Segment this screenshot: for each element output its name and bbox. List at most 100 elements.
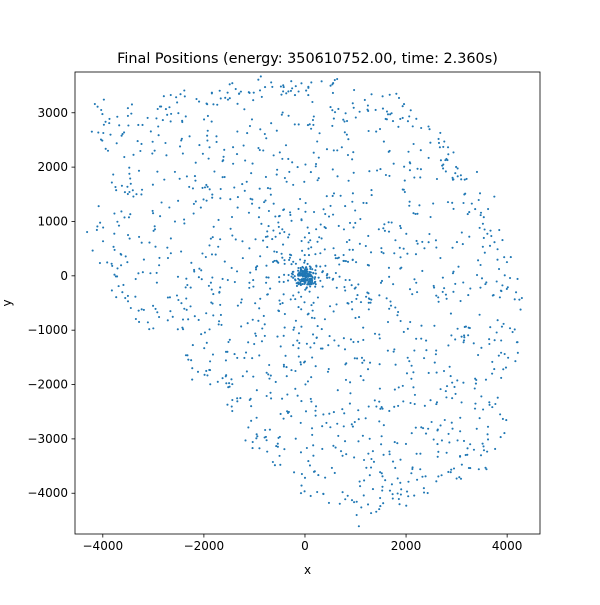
data-point [297, 90, 300, 93]
data-point [332, 444, 335, 447]
data-point [232, 162, 235, 165]
data-point [255, 389, 258, 392]
data-point [365, 295, 368, 298]
data-point [495, 331, 498, 334]
data-point [399, 458, 402, 461]
data-point [454, 172, 457, 175]
data-point [319, 265, 322, 268]
data-point [245, 370, 248, 373]
data-point [480, 395, 483, 398]
data-point [390, 221, 393, 224]
data-point [329, 106, 332, 109]
data-point [257, 216, 261, 219]
data-point [300, 484, 303, 487]
data-point [499, 436, 502, 439]
data-point [369, 466, 373, 469]
data-point [267, 276, 270, 279]
data-point [100, 108, 103, 112]
data-point [360, 356, 364, 359]
data-point [455, 241, 459, 244]
data-point [256, 435, 259, 438]
data-point [314, 283, 317, 286]
data-point [302, 275, 305, 278]
data-point [318, 236, 321, 239]
data-point [255, 437, 258, 440]
data-point [385, 110, 389, 113]
data-point [120, 210, 123, 213]
data-point [502, 322, 505, 325]
data-point [475, 427, 478, 430]
data-point [126, 261, 129, 264]
data-point [189, 305, 192, 308]
data-point [305, 446, 308, 450]
data-point [350, 499, 354, 502]
data-point [297, 123, 300, 126]
data-point [332, 213, 335, 216]
data-point [311, 279, 314, 282]
data-point [428, 128, 431, 131]
data-point [274, 380, 277, 384]
data-point [450, 468, 453, 471]
data-point [86, 231, 89, 234]
data-point [493, 241, 496, 244]
data-point [482, 445, 485, 448]
data-point [403, 190, 406, 194]
data-point [355, 513, 358, 517]
data-point [373, 332, 377, 335]
data-point [347, 179, 350, 182]
data-point [307, 280, 310, 283]
data-point [478, 226, 481, 229]
data-point [399, 256, 402, 259]
data-point [353, 456, 356, 459]
data-point [234, 238, 237, 241]
data-point [248, 247, 251, 250]
data-point [246, 322, 249, 325]
data-point [311, 100, 314, 104]
data-point [280, 113, 283, 116]
data-point [408, 115, 411, 118]
data-point [314, 162, 318, 166]
data-point [305, 89, 308, 92]
data-point [486, 438, 490, 441]
data-point [209, 383, 212, 386]
data-point [181, 121, 184, 124]
data-point [289, 213, 292, 216]
data-point [178, 177, 181, 180]
data-point [384, 479, 387, 482]
data-point [321, 447, 324, 451]
data-point [292, 294, 295, 297]
data-point [123, 156, 126, 159]
data-point [199, 206, 202, 209]
data-point [258, 89, 262, 92]
data-point [499, 413, 502, 416]
data-point [444, 390, 447, 393]
data-point [314, 405, 318, 408]
data-point [206, 185, 209, 188]
data-point [294, 85, 297, 88]
data-point [312, 271, 315, 274]
data-point [382, 453, 385, 456]
data-point [370, 194, 373, 197]
data-point [415, 117, 418, 120]
y-tick-label: 0 [60, 269, 68, 283]
data-point [120, 134, 123, 137]
data-point [353, 501, 356, 504]
data-point [328, 335, 331, 338]
data-point [126, 185, 129, 188]
data-point [308, 232, 311, 235]
data-point [264, 175, 267, 178]
data-point [437, 475, 440, 478]
data-point [314, 285, 317, 288]
data-point [456, 379, 459, 382]
data-point [300, 308, 303, 311]
data-point [403, 165, 406, 168]
data-point [208, 369, 212, 372]
data-point [439, 159, 442, 162]
data-point [327, 368, 330, 371]
data-point [322, 413, 325, 416]
data-point [457, 265, 460, 268]
data-point [200, 269, 203, 272]
data-point [239, 90, 242, 93]
data-point [298, 278, 301, 282]
data-point [486, 232, 489, 235]
